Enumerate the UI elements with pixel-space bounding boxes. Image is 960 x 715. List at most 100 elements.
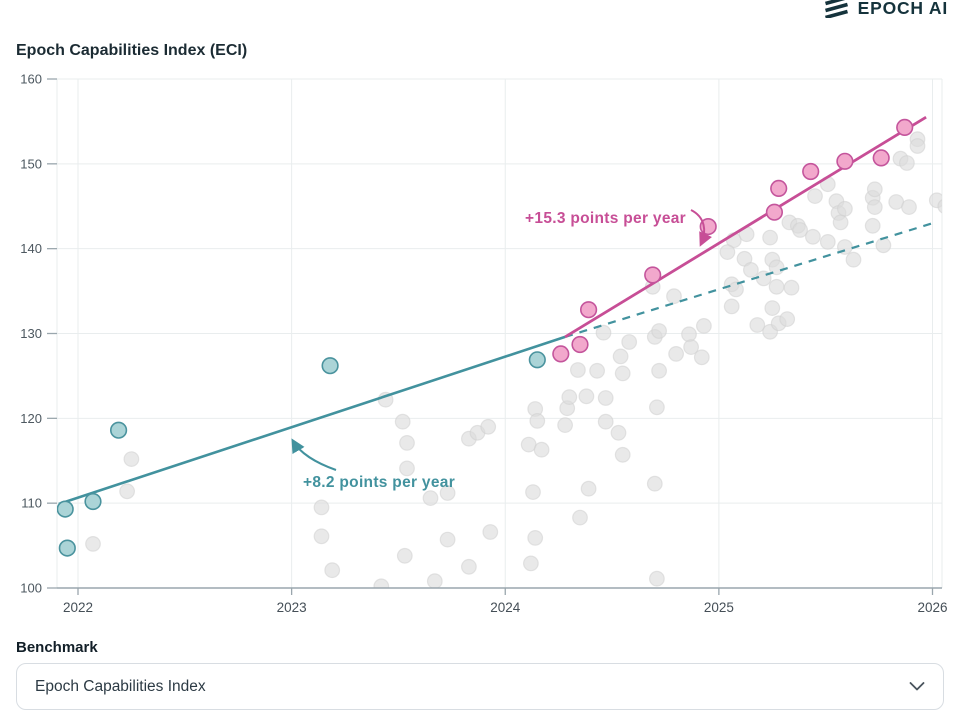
y-tick-label: 160 — [20, 72, 42, 87]
scatter-point — [597, 390, 614, 406]
scatter-point — [109, 421, 128, 439]
annotation-recent-trend-slope: +15.3 points per year — [525, 210, 686, 227]
eci-scatter-chart: +15.3 points per year +8.2 points per yea… — [20, 72, 947, 615]
scatter-point — [668, 346, 684, 362]
scatter-point — [525, 484, 541, 501]
scatter-point — [527, 530, 544, 546]
scatter-point — [792, 222, 808, 238]
gridlines — [56, 78, 943, 588]
scatter-point — [426, 573, 443, 588]
scatter-point — [373, 578, 390, 588]
series-all-models — [85, 131, 942, 588]
chevron-down-icon — [909, 682, 925, 691]
scatter-point — [845, 251, 862, 268]
epoch-ai-logo-icon — [824, 0, 848, 18]
scatter-point — [321, 357, 339, 375]
scatter-point — [533, 441, 550, 458]
scatter-point — [765, 203, 784, 221]
scatter-point — [866, 181, 883, 198]
scatter-point — [597, 413, 614, 430]
scatter-point — [719, 244, 736, 261]
y-tick-label: 100 — [20, 581, 42, 596]
annotation-historical-trend-slope: +8.2 points per year — [303, 474, 455, 491]
scatter-point — [937, 199, 942, 214]
scatter-point — [768, 278, 785, 295]
y-tick-label: 120 — [20, 411, 42, 426]
scatter-point — [557, 417, 573, 434]
scatter-point — [621, 334, 638, 350]
benchmark-select[interactable]: Epoch Capabilities Index — [16, 663, 944, 710]
scatter-point — [461, 558, 477, 575]
scatter-point — [770, 179, 788, 197]
scatter-point — [57, 500, 74, 518]
scatter-point — [696, 318, 712, 334]
scatter-point — [644, 266, 662, 284]
scatter-point — [819, 233, 836, 250]
scatter-point — [123, 451, 140, 468]
scatter-point — [85, 536, 101, 552]
scatter-point — [578, 388, 595, 405]
scatter-point — [749, 317, 766, 333]
scatter-point — [807, 188, 823, 205]
y-tick-label: 150 — [20, 156, 42, 171]
scatter-point — [614, 365, 631, 382]
trend-line-recent-trend — [564, 115, 927, 339]
scatter-point — [743, 262, 759, 278]
benchmark-select-value: Epoch Capabilities Index — [35, 677, 206, 695]
x-tick-label: 2025 — [704, 600, 734, 615]
scatter-point — [612, 348, 629, 365]
chart-title: Epoch Capabilities Index (ECI) — [16, 42, 248, 59]
scatter-point — [313, 499, 330, 516]
scatter-point — [805, 228, 821, 245]
trend-lines — [58, 115, 933, 506]
scatter-point — [899, 155, 915, 171]
scatter-point — [864, 217, 881, 234]
scatter-point — [836, 152, 854, 170]
scatter-point — [693, 349, 710, 366]
scatter-point — [646, 475, 663, 492]
scatter-point — [523, 555, 539, 572]
scatter-point — [84, 492, 102, 511]
scatter-point — [683, 339, 699, 356]
scatter-point — [896, 118, 914, 136]
scatter-point — [614, 446, 631, 463]
scatter-point — [324, 562, 341, 579]
scatter-point — [666, 288, 682, 305]
scatter-point — [762, 229, 778, 246]
series-frontier-historical — [57, 351, 546, 557]
scatter-point — [595, 324, 612, 341]
scatter-point — [572, 509, 588, 526]
x-tick-label: 2023 — [277, 600, 307, 615]
scatter-point — [482, 524, 499, 540]
epoch-ai-logo: EPOCH AI — [824, 0, 948, 18]
scatter-point — [875, 237, 892, 254]
scatter-point — [651, 323, 667, 339]
scatter-point — [399, 460, 415, 477]
scatter-point — [589, 362, 605, 379]
scatter-point — [649, 570, 665, 587]
x-tick-label: 2022 — [63, 600, 93, 615]
scatter-point — [561, 389, 578, 406]
annotation-arrow — [291, 438, 337, 471]
scatter-point — [439, 485, 456, 501]
scatter-point — [723, 298, 740, 315]
scatter-point — [901, 199, 917, 216]
axes: 2022 2023 2024 2025 2026 100 110 120 130 140 150 16… — [20, 72, 947, 615]
scatter-point — [58, 539, 76, 557]
scatter-point — [528, 351, 546, 369]
annotation-arrow — [690, 209, 712, 247]
x-tick-label: 2026 — [917, 600, 947, 615]
scatter-point — [396, 547, 413, 564]
scatter-point — [313, 528, 330, 545]
x-tick-label: 2024 — [490, 600, 521, 615]
scatter-point — [866, 199, 883, 216]
trend-line-historical-trend-extrapolation — [564, 222, 933, 338]
scatter-point — [579, 301, 598, 319]
y-tick-label: 130 — [20, 326, 42, 341]
scatter-point — [571, 335, 589, 354]
scatter-point — [779, 311, 796, 328]
benchmark-label: Benchmark — [16, 639, 98, 656]
y-tick-label: 110 — [21, 496, 42, 511]
scatter-point — [681, 326, 697, 343]
scatter-point — [764, 300, 781, 317]
